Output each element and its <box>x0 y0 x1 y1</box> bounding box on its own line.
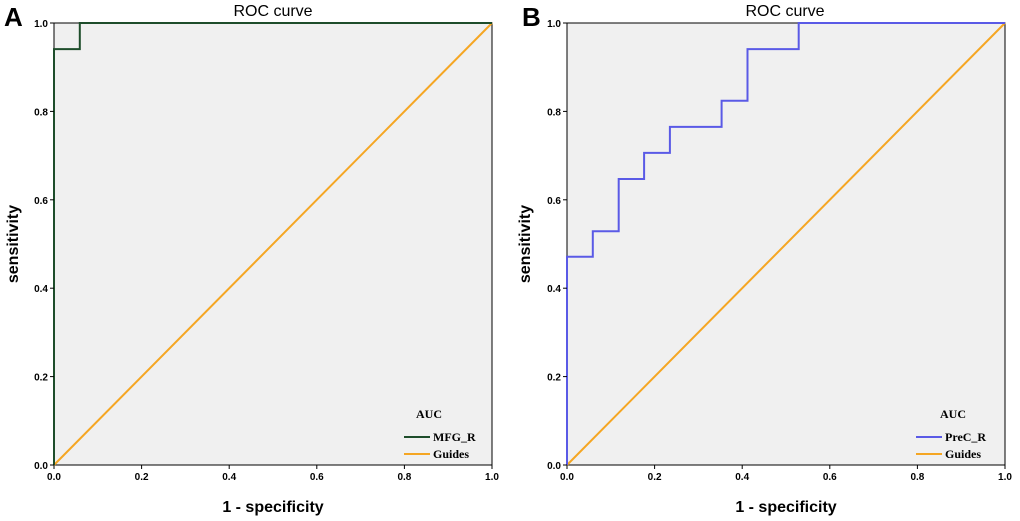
x-tick-label: 0.0 <box>560 472 574 483</box>
series-line-guides <box>53 22 493 466</box>
x-tick-label: 0.8 <box>910 472 924 483</box>
chart-title: ROC curve <box>745 3 824 20</box>
x-tick-label: 0.4 <box>735 472 749 483</box>
y-tick-label: 1.0 <box>34 19 48 30</box>
x-tick-label: 0.6 <box>823 472 837 483</box>
legend-label-guides: Guides <box>433 447 469 461</box>
legend: AUC MFG_R Guides <box>404 407 476 461</box>
y-tick-label: 0.6 <box>34 196 48 207</box>
y-tick-label: 0.2 <box>547 373 561 384</box>
legend-title: AUC <box>940 407 966 421</box>
legend-label-prec-r: PreC_R <box>945 430 986 444</box>
y-tick-label: 0.0 <box>34 461 48 472</box>
panel-letter: B <box>522 2 541 32</box>
y-tick-label: 0.0 <box>547 461 561 472</box>
x-axis-label: 1 - specificity <box>735 499 836 516</box>
x-axis-label: 1 - specificity <box>222 499 323 516</box>
legend-label-guides: Guides <box>945 447 981 461</box>
x-tick-label: 0.2 <box>135 472 149 483</box>
x-tick-label: 1.0 <box>485 472 499 483</box>
x-tick-label: 0.6 <box>310 472 324 483</box>
x-tick-label: 0.2 <box>648 472 662 483</box>
series-line-guides <box>566 22 1006 466</box>
chart-title: ROC curve <box>233 3 312 20</box>
x-tick-label: 0.8 <box>397 472 411 483</box>
y-axis-label: sensitivity <box>517 205 534 283</box>
legend-label-mfg-r: MFG_R <box>433 430 476 444</box>
y-tick-label: 0.4 <box>34 284 48 295</box>
y-tick-label: 0.8 <box>547 107 561 118</box>
y-tick-label: 0.8 <box>34 107 48 118</box>
x-tick-label: 0.4 <box>222 472 236 483</box>
panel-b: B ROC curve 0.0 0.2 0.4 0.6 0.8 1.0 0.0 0.2 0.4 0… <box>517 2 1012 516</box>
y-tick-label: 1.0 <box>547 19 561 30</box>
y-tick-label: 0.2 <box>34 373 48 384</box>
panel-letter: A <box>4 2 23 32</box>
y-tick-label: 0.4 <box>547 284 561 295</box>
y-tick-label: 0.6 <box>547 196 561 207</box>
series-line-prec-r <box>566 22 1005 465</box>
panel-a: A ROC curve 0.0 0.2 0.4 0.6 0.8 1.0 0.0 0.2 0.4 0… <box>4 2 499 516</box>
x-tick-label: 0.0 <box>47 472 61 483</box>
legend-title: AUC <box>416 407 442 421</box>
y-axis-label: sensitivity <box>5 205 22 283</box>
legend: AUC PreC_R Guides <box>916 407 986 461</box>
series-line-mfg-r <box>53 22 492 465</box>
x-tick-label: 1.0 <box>998 472 1012 483</box>
